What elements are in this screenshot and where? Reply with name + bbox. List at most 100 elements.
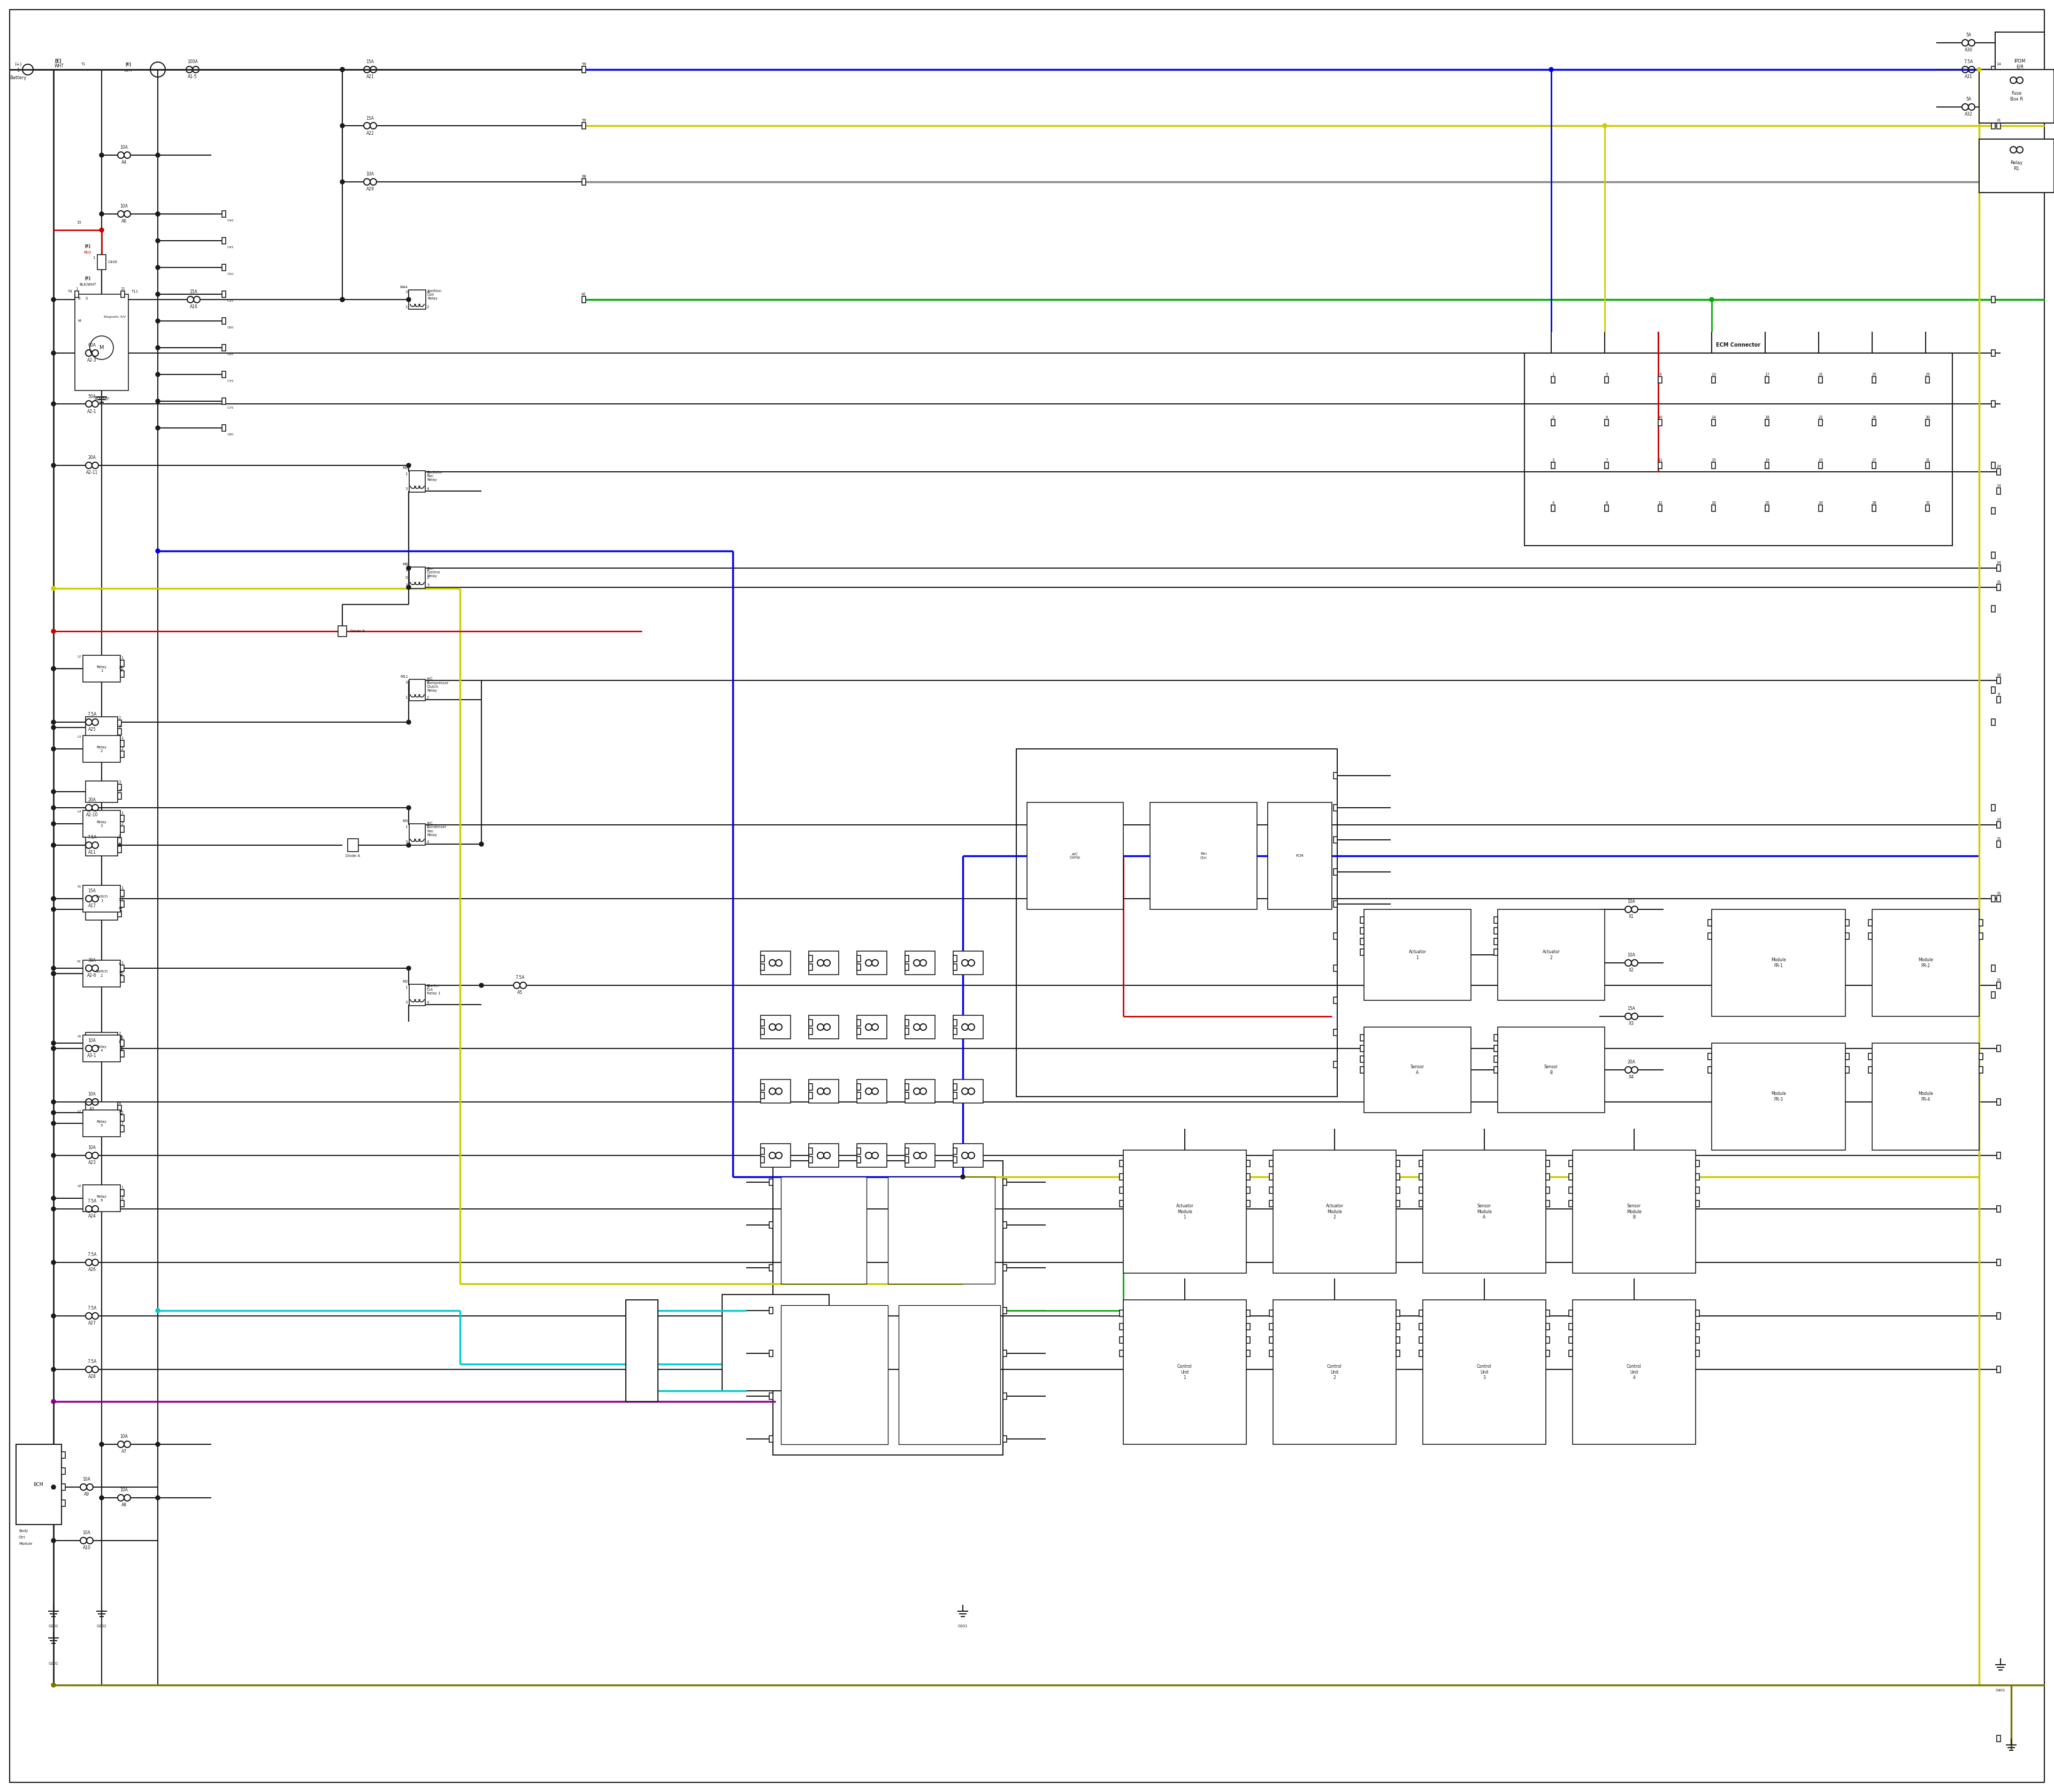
Circle shape (99, 1496, 105, 1500)
Text: A28: A28 (88, 1374, 97, 1380)
Circle shape (51, 823, 55, 826)
Bar (1269, 1174, 1273, 1181)
Bar (1697, 1174, 1699, 1181)
Text: 21: 21 (1818, 373, 1822, 376)
Bar (409, 566, 425, 588)
Bar (1992, 296, 1994, 303)
Bar (953, 1020, 957, 1027)
Bar (768, 1308, 772, 1314)
Text: C40: C40 (228, 219, 234, 222)
Bar (1992, 507, 1994, 514)
Circle shape (961, 1176, 965, 1179)
Bar (1869, 1054, 1871, 1059)
Text: ECM Connector: ECM Connector (1717, 342, 1760, 348)
Circle shape (407, 464, 411, 468)
Text: M9: M9 (403, 466, 409, 470)
Circle shape (407, 586, 411, 590)
Bar (1269, 1310, 1273, 1317)
Text: A7: A7 (121, 1450, 127, 1453)
Circle shape (51, 1154, 55, 1158)
Bar (1871, 419, 1875, 426)
Text: Module
FR-4: Module FR-4 (1918, 1091, 1933, 1102)
Text: 3: 3 (405, 1002, 407, 1004)
Text: 3: 3 (119, 724, 121, 728)
Bar (82, 735, 121, 762)
Text: 15A: 15A (366, 116, 374, 120)
Bar (1419, 1324, 1423, 1330)
Bar (82, 961, 121, 987)
Bar (409, 824, 425, 846)
Bar (1927, 505, 1929, 511)
Bar (906, 1020, 908, 1027)
Bar (62, 1484, 66, 1491)
Text: 1: 1 (121, 737, 123, 740)
Bar (1711, 376, 1715, 383)
Bar (1996, 1260, 2001, 1265)
Text: A8: A8 (121, 1503, 127, 1507)
Text: L7: L7 (78, 1109, 82, 1113)
Text: Magnetic S/V: Magnetic S/V (103, 315, 125, 319)
Bar (1269, 1186, 1273, 1193)
Bar (86, 1102, 117, 1124)
Text: 9: 9 (1660, 373, 1662, 376)
Bar (857, 952, 887, 975)
Bar (626, 1299, 657, 1401)
Bar (1027, 803, 1124, 909)
Text: A4: A4 (121, 159, 127, 165)
Bar (1711, 909, 1844, 1016)
Circle shape (156, 1496, 160, 1500)
Circle shape (51, 1111, 55, 1115)
Text: C406: C406 (109, 260, 117, 263)
Text: A2-1: A2-1 (88, 409, 97, 414)
Text: A9: A9 (84, 1493, 90, 1496)
Bar (86, 1032, 117, 1054)
Bar (1711, 505, 1715, 511)
Text: 2: 2 (427, 695, 429, 699)
Bar (1419, 1201, 1423, 1206)
Bar (1002, 1308, 1006, 1314)
Text: T1: T1 (80, 63, 86, 66)
Bar (1551, 376, 1555, 383)
Bar (906, 964, 908, 969)
Bar (900, 1305, 1000, 1444)
Text: RED: RED (84, 251, 92, 254)
Circle shape (1709, 297, 1713, 301)
Text: BCM: BCM (33, 1482, 43, 1487)
Bar (857, 1084, 861, 1090)
Bar (1996, 896, 2001, 901)
Text: 1: 1 (76, 287, 78, 290)
Circle shape (51, 351, 55, 355)
Bar (1397, 1174, 1401, 1181)
Text: 21: 21 (1996, 978, 2001, 982)
Bar (1996, 1206, 2001, 1211)
Circle shape (479, 842, 483, 846)
Bar (1569, 1186, 1573, 1193)
Circle shape (51, 726, 55, 729)
Text: A24: A24 (88, 1213, 97, 1219)
Text: 68: 68 (581, 176, 585, 177)
Bar (222, 371, 226, 378)
Text: M: M (78, 319, 80, 323)
Bar (121, 966, 123, 971)
Text: [E]: [E] (84, 276, 90, 280)
Bar (74, 294, 127, 391)
Bar (121, 891, 123, 896)
Circle shape (156, 211, 160, 217)
Bar (857, 1079, 887, 1104)
Text: M44: M44 (401, 285, 407, 289)
Circle shape (51, 1486, 55, 1489)
Text: 10A: 10A (1627, 900, 1635, 905)
Bar (97, 254, 107, 269)
Text: Body: Body (18, 1529, 29, 1532)
Bar (1992, 966, 1994, 971)
Bar (1497, 909, 1604, 1000)
Bar (1267, 803, 1331, 909)
Circle shape (51, 1539, 55, 1543)
Text: 1: 1 (405, 305, 407, 308)
Bar (906, 1079, 935, 1104)
Text: 3: 3 (1553, 459, 1555, 462)
Bar (809, 1143, 838, 1167)
Bar (1333, 1061, 1337, 1068)
Bar (1397, 1337, 1401, 1344)
Bar (760, 1093, 764, 1098)
